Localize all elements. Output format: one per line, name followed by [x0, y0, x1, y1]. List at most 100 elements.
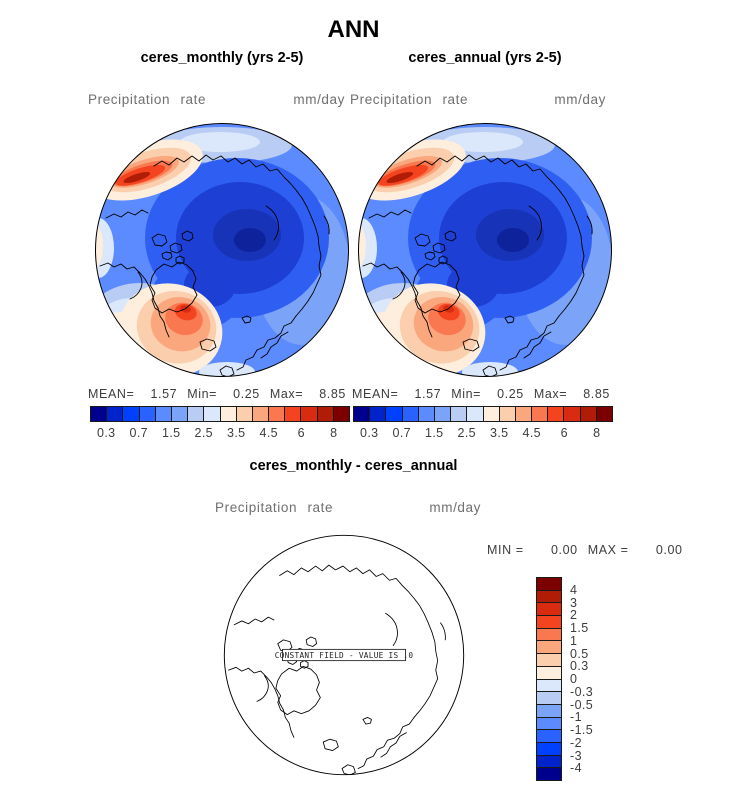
colorbar-cell — [402, 407, 419, 421]
panel2-label-row: Precipitation rate mm/day — [350, 92, 606, 107]
colorbar-cell — [451, 407, 468, 421]
colorbar-cell — [107, 407, 124, 421]
min-value: 0.00 — [550, 543, 578, 557]
min-value: 0.25 — [497, 387, 524, 401]
colorbar-cell — [188, 407, 205, 421]
colorbar-cell — [537, 578, 561, 591]
panel2-subtitle: ceres_annual (yrs 2-5) — [408, 50, 562, 66]
colorbar-cell — [537, 590, 561, 604]
panel2-stats: MEAN= 1.57 Min= 0.25 Max= 8.85 — [352, 387, 610, 401]
colorbar-tick-label: 0 — [570, 672, 578, 686]
colorbar-tick-label: -2 — [570, 735, 582, 750]
colorbar-tick-label: -3 — [570, 748, 582, 763]
colorbar-cell — [515, 407, 533, 421]
colorbar-tick-label: 1 — [570, 633, 578, 648]
colorbar-tick-label: 2 — [570, 608, 578, 623]
colorbar-cell — [537, 603, 561, 617]
map-ceres-monthly — [92, 120, 352, 380]
max-value: 8.85 — [583, 387, 610, 401]
colorbar-tick-label: 0.7 — [129, 426, 149, 440]
panel1-subtitle: ceres_monthly (yrs 2-5) — [140, 50, 304, 66]
colorbar-tick-label: -1 — [570, 710, 582, 725]
colorbar-tick-label: 8 — [330, 426, 338, 440]
colorbar-tick-label: -0.5 — [570, 697, 594, 712]
diff-field-label: Precipitation rate — [215, 500, 334, 515]
colorbar-tick-label: 4 — [570, 582, 578, 597]
min-label: Min= — [451, 387, 482, 401]
colorbar-cell — [301, 407, 318, 421]
diff-stats: MIN = 0.00 MAX = 0.00 — [487, 543, 693, 557]
colorbar-tick-label: 4.5 — [259, 426, 279, 440]
colorbar-tick-label: 0.5 — [570, 646, 589, 661]
colorbar-tick-label: 3.5 — [226, 426, 246, 440]
colorbar-tick-label: 3 — [570, 595, 578, 610]
panel1-field-label: Precipitation rate — [88, 92, 207, 107]
colorbar-cell — [269, 407, 286, 421]
diff-label-row: Precipitation rate mm/day — [215, 500, 481, 515]
colorbar-cell — [252, 407, 270, 421]
colorbar-cell — [580, 407, 597, 421]
colorbar-tick-label: 0.3 — [359, 426, 379, 440]
colorbar-cell — [434, 407, 452, 421]
min-label: Min= — [187, 387, 218, 401]
mean-label: MEAN= — [88, 387, 135, 401]
colorbar-cell — [155, 407, 172, 421]
max-label: MAX = — [587, 543, 629, 557]
colorbar-tick-label: 1.5 — [570, 621, 589, 635]
colorbar-cell — [537, 654, 561, 667]
map-difference — [221, 532, 467, 778]
colorbar-cell — [532, 407, 549, 421]
colorbar-cell — [596, 407, 612, 421]
panel1-units-label: mm/day — [293, 92, 345, 107]
colorbar-tick-label: 6 — [297, 426, 305, 440]
colorbar-cells — [536, 577, 562, 781]
colorbar-cell — [499, 407, 516, 421]
colorbar-tick-label: 2.5 — [457, 426, 477, 440]
panel1-colorbar: 0.3 0.7 1.5 2.5 3.5 4.5 6 8 — [90, 406, 350, 440]
colorbar-cell — [285, 407, 302, 421]
mean-value: 1.57 — [150, 387, 178, 401]
colorbar-tick-label: 0.3 — [570, 659, 589, 674]
diff-title: ceres_monthly - ceres_annual — [249, 458, 458, 474]
colorbar-cell — [171, 407, 189, 421]
colorbar-tick-label: 3.5 — [489, 426, 509, 440]
colorbar-tick-label: 0.7 — [392, 426, 412, 440]
colorbar-ticks: 4 3 2 1.5 1 0.5 0.3 0 -0.3 -0.5 -1 -1.5 -2 -3 -4 — [570, 577, 612, 781]
colorbar-tick-label: 6 — [560, 426, 568, 440]
colorbar-tick-label: 1.5 — [161, 426, 181, 440]
colorbar-cell — [139, 407, 156, 421]
colorbar-cells — [353, 406, 613, 422]
colorbar-tick-label: -1.5 — [570, 723, 594, 737]
mean-value: 1.57 — [414, 387, 442, 401]
colorbar-cell — [537, 666, 561, 680]
colorbar-tick-label: 2.5 — [194, 426, 214, 440]
colorbar-tick-label: 1.5 — [424, 426, 444, 440]
colorbar-cell — [123, 407, 140, 421]
map-ceres-annual — [355, 120, 615, 380]
max-value: 8.85 — [319, 387, 346, 401]
colorbar-tick-label: -4 — [570, 761, 582, 776]
panel1-stats: MEAN= 1.57 Min= 0.25 Max= 8.85 — [88, 387, 346, 401]
colorbar-tick-label: -0.3 — [570, 684, 594, 699]
colorbar-cells — [90, 406, 350, 422]
colorbar-tick-label: 8 — [593, 426, 601, 440]
colorbar-cell — [537, 730, 561, 743]
colorbar-cell — [370, 407, 387, 421]
colorbar-cell — [386, 407, 403, 421]
colorbar-cell — [483, 407, 500, 421]
colorbar-cell — [333, 407, 349, 421]
colorbar-cell — [537, 704, 561, 718]
mean-label: MEAN= — [352, 387, 399, 401]
colorbar-cell — [548, 407, 565, 421]
colorbar-cell — [564, 407, 581, 421]
page-title: ANN — [327, 16, 380, 43]
colorbar-cell — [91, 407, 108, 421]
colorbar-ticks: 0.3 0.7 1.5 2.5 3.5 4.5 6 8 — [90, 422, 350, 440]
colorbar-tick-label: 4.5 — [522, 426, 542, 440]
colorbar-tick-label: 0.3 — [96, 426, 116, 440]
colorbar-cell — [537, 641, 561, 655]
colorbar-cell — [537, 768, 561, 780]
min-value: 0.25 — [233, 387, 260, 401]
colorbar-cell — [537, 616, 561, 629]
max-label: Max= — [269, 387, 304, 401]
